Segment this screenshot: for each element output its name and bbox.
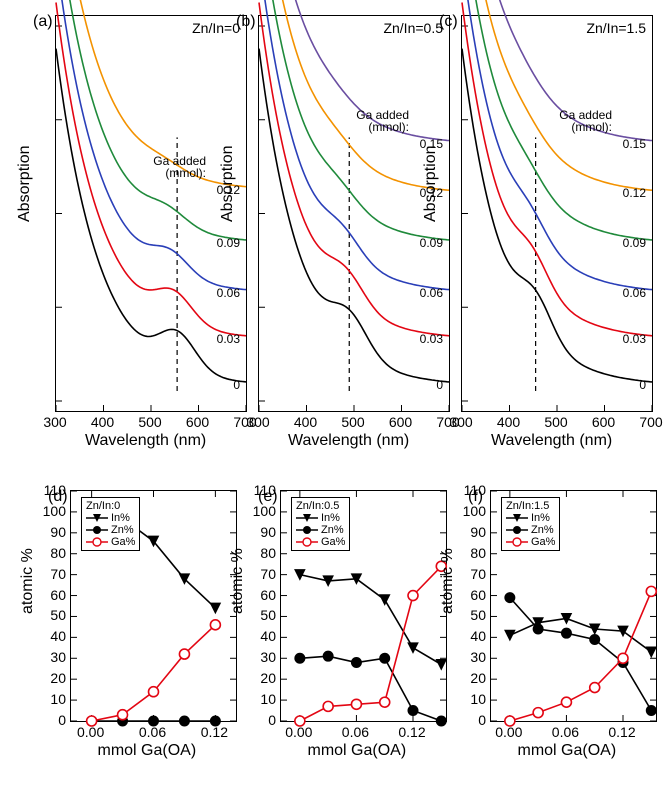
atomic-panel-f: Zn/In:1.5In%Zn%Ga%: [490, 490, 657, 722]
ytick-d: 0: [40, 712, 66, 728]
xtick-d: 0.06: [139, 724, 166, 740]
ytick-f: 70: [460, 566, 486, 582]
xtick-e: 0.00: [285, 724, 312, 740]
legend-d: Zn/In:0In%Zn%Ga%: [81, 497, 140, 551]
series-label-a: 0.06: [217, 286, 240, 300]
xtick-c: 300: [449, 414, 472, 430]
panel-letter-a: (a): [33, 13, 53, 31]
xlabel-d: mmol Ga(OA): [98, 742, 197, 760]
ylabel-e: atomic %: [229, 594, 247, 614]
xtick-b: 600: [389, 414, 412, 430]
series-label-c: 0.03: [623, 332, 646, 346]
panel-letter-b: (b): [236, 13, 256, 31]
series-label-a: 0: [233, 378, 240, 392]
atomic-panel-e: Zn/In:0.5In%Zn%Ga%: [280, 490, 447, 722]
series-label-b: 0.06: [420, 286, 443, 300]
xlabel-e: mmol Ga(OA): [308, 742, 407, 760]
series-label-c: 0.09: [623, 236, 646, 250]
xtick-f: 0.06: [552, 724, 579, 740]
ytick-f: 60: [460, 587, 486, 603]
ytick-d: 110: [40, 482, 66, 498]
ytick-d: 50: [40, 607, 66, 623]
xtick-d: 0.12: [201, 724, 228, 740]
series-label-a: 0.09: [217, 236, 240, 250]
series-header-c: Ga added(mmol):: [559, 109, 612, 133]
xlabel-b: Wavelength (nm): [288, 432, 409, 450]
ytick-e: 100: [250, 503, 276, 519]
series-label-c: 0.15: [623, 137, 646, 151]
xtick-c: 700: [639, 414, 662, 430]
series-label-b: 0: [436, 378, 443, 392]
ylabel-b: Absorption: [219, 202, 237, 222]
series-label-c: 0.06: [623, 286, 646, 300]
ytick-e: 70: [250, 566, 276, 582]
xtick-c: 500: [544, 414, 567, 430]
ytick-f: 100: [460, 503, 486, 519]
ytick-f: 90: [460, 524, 486, 540]
ytick-d: 10: [40, 691, 66, 707]
ytick-f: 10: [460, 691, 486, 707]
ytick-e: 110: [250, 482, 276, 498]
absorption-panel-c: Zn/In=1.500.030.060.090.120.15Ga added(m…: [461, 15, 653, 412]
xtick-b: 300: [246, 414, 269, 430]
ytick-d: 100: [40, 503, 66, 519]
series-label-b: 0.03: [420, 332, 443, 346]
ytick-d: 30: [40, 649, 66, 665]
ytick-e: 50: [250, 607, 276, 623]
ylabel-c: Absorption: [422, 202, 440, 222]
ytick-d: 20: [40, 670, 66, 686]
series-label-c: 0.12: [623, 186, 646, 200]
xtick-c: 400: [497, 414, 520, 430]
ytick-f: 110: [460, 482, 486, 498]
series-header-a: Ga added(mmol):: [153, 155, 206, 179]
ytick-e: 80: [250, 545, 276, 561]
ylabel-f: atomic %: [439, 594, 457, 614]
legend-e: Zn/In:0.5In%Zn%Ga%: [291, 497, 350, 551]
ytick-f: 30: [460, 649, 486, 665]
xtick-a: 400: [91, 414, 114, 430]
ytick-d: 40: [40, 628, 66, 644]
ytick-e: 90: [250, 524, 276, 540]
xtick-a: 600: [186, 414, 209, 430]
ytick-f: 40: [460, 628, 486, 644]
ytick-f: 0: [460, 712, 486, 728]
series-label-b: 0.09: [420, 236, 443, 250]
xtick-b: 400: [294, 414, 317, 430]
ytick-f: 80: [460, 545, 486, 561]
ytick-e: 10: [250, 691, 276, 707]
series-label-a: 0.03: [217, 332, 240, 346]
xtick-a: 500: [138, 414, 161, 430]
xtick-a: 300: [43, 414, 66, 430]
xlabel-f: mmol Ga(OA): [518, 742, 617, 760]
ytick-d: 60: [40, 587, 66, 603]
xlabel-a: Wavelength (nm): [85, 432, 206, 450]
xtick-b: 500: [341, 414, 364, 430]
ylabel-d: atomic %: [19, 594, 37, 614]
ylabel-a: Absorption: [16, 202, 34, 222]
legend-f: Zn/In:1.5In%Zn%Ga%: [501, 497, 560, 551]
atomic-panel-d: Zn/In:0In%Zn%Ga%: [70, 490, 237, 722]
xtick-e: 0.06: [342, 724, 369, 740]
xtick-c: 600: [592, 414, 615, 430]
ytick-e: 30: [250, 649, 276, 665]
ytick-e: 40: [250, 628, 276, 644]
ytick-f: 20: [460, 670, 486, 686]
panel-letter-c: (c): [439, 13, 458, 31]
ytick-e: 0: [250, 712, 276, 728]
ytick-d: 70: [40, 566, 66, 582]
xtick-f: 0.12: [608, 724, 635, 740]
ytick-f: 50: [460, 607, 486, 623]
ytick-d: 90: [40, 524, 66, 540]
series-header-b: Ga added(mmol):: [356, 109, 409, 133]
xtick-d: 0.00: [77, 724, 104, 740]
xtick-e: 0.12: [398, 724, 425, 740]
ytick-e: 20: [250, 670, 276, 686]
xlabel-c: Wavelength (nm): [491, 432, 612, 450]
figure-root: Zn/In=000.030.060.090.12Ga added(mmol):(…: [0, 0, 666, 795]
series-label-c: 0: [639, 378, 646, 392]
xtick-f: 0.00: [495, 724, 522, 740]
ytick-e: 60: [250, 587, 276, 603]
ytick-d: 80: [40, 545, 66, 561]
